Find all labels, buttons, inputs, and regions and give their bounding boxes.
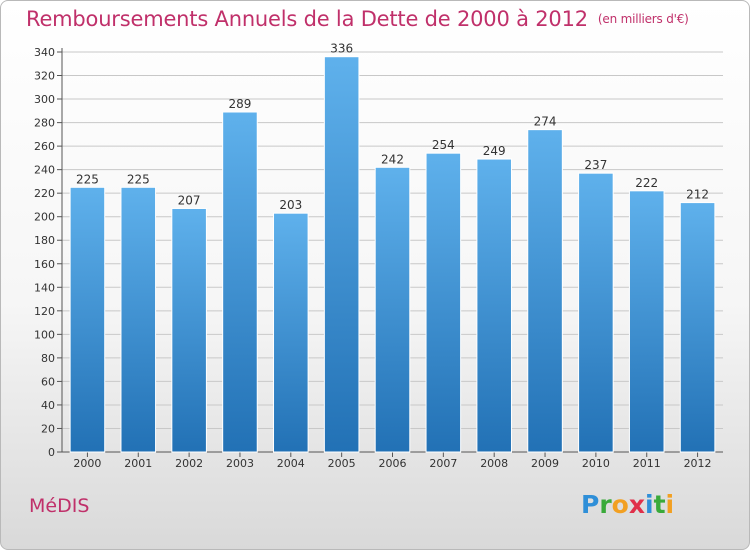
bar (425, 152, 462, 453)
y-tick-label: 220 (34, 187, 55, 200)
y-tick-label: 280 (34, 117, 55, 130)
x-tick-label: 2004 (277, 457, 305, 470)
y-tick-label: 100 (34, 328, 55, 341)
x-tick-label: 2000 (73, 457, 101, 470)
bar (171, 207, 207, 453)
y-tick-label: 320 (34, 70, 55, 83)
y-tick-label: 200 (34, 211, 55, 224)
proxiti-logo[interactable]: Proxiti (581, 490, 674, 519)
data-label: 212 (686, 188, 709, 202)
y-tick-label: 300 (34, 93, 55, 106)
x-tick-label: 2005 (328, 457, 356, 470)
data-label: 225 (127, 172, 150, 186)
data-label: 289 (229, 97, 252, 111)
y-tick-label: 0 (48, 446, 55, 459)
data-label: 237 (584, 158, 607, 172)
bar (628, 190, 665, 453)
y-tick-label: 180 (34, 234, 55, 247)
x-tick-label: 2002 (175, 457, 203, 470)
logo-letter: i (665, 490, 675, 519)
data-label: 249 (483, 144, 506, 158)
y-tick-label: 340 (34, 46, 55, 59)
y-tick-label: 20 (41, 422, 55, 435)
bar (273, 212, 309, 453)
y-tick-label: 240 (34, 164, 55, 177)
data-label: 254 (432, 138, 455, 152)
x-tick-label: 2008 (480, 457, 508, 470)
x-tick-label: 2006 (379, 457, 407, 470)
x-tick-label: 2001 (124, 457, 152, 470)
bar (222, 111, 258, 453)
logo-letter: i (645, 490, 654, 519)
x-tick-label: 2010 (582, 457, 610, 470)
y-tick-label: 40 (41, 399, 55, 412)
y-tick-label: 60 (41, 375, 55, 388)
logo-letter: r (599, 490, 612, 519)
x-tick-label: 2003 (226, 457, 254, 470)
logo-letter: t (653, 490, 666, 519)
data-label: 336 (330, 42, 353, 56)
y-tick-label: 120 (34, 305, 55, 318)
y-tick-label: 260 (34, 140, 55, 153)
data-label: 242 (381, 152, 404, 166)
x-tick-label: 2012 (684, 457, 712, 470)
bar (120, 186, 157, 453)
x-tick-label: 2011 (633, 457, 661, 470)
data-label: 225 (76, 172, 99, 186)
logo-letter: x (628, 490, 645, 519)
x-tick-label: 2009 (531, 457, 559, 470)
y-tick-label: 80 (41, 352, 55, 365)
bar (476, 158, 512, 453)
data-label: 222 (635, 176, 658, 190)
bar (374, 166, 411, 453)
bar (527, 129, 563, 453)
chart-title-text: Remboursements Annuels de la Dette de 20… (26, 7, 588, 31)
bar (679, 202, 716, 453)
x-tick-label: 2007 (429, 457, 457, 470)
data-labels: 225 225 207 289 203 336 242 254 249 274 237 222 212 (76, 42, 709, 212)
data-label: 207 (178, 193, 201, 207)
bar (323, 56, 360, 453)
logo-letter: P (581, 490, 600, 519)
chart-title: Remboursements Annuels de la Dette de 20… (26, 7, 689, 31)
logo-letter: o (611, 490, 629, 519)
commune-name: MéDIS (29, 495, 90, 517)
bars (69, 56, 716, 453)
unit-note: (en milliers d'€) (597, 12, 689, 26)
y-tick-label: 160 (34, 258, 55, 271)
data-label: 274 (534, 115, 557, 129)
y-tick-label: 140 (34, 281, 55, 294)
data-label: 203 (279, 198, 302, 212)
bar (578, 172, 614, 453)
bar (69, 186, 106, 453)
